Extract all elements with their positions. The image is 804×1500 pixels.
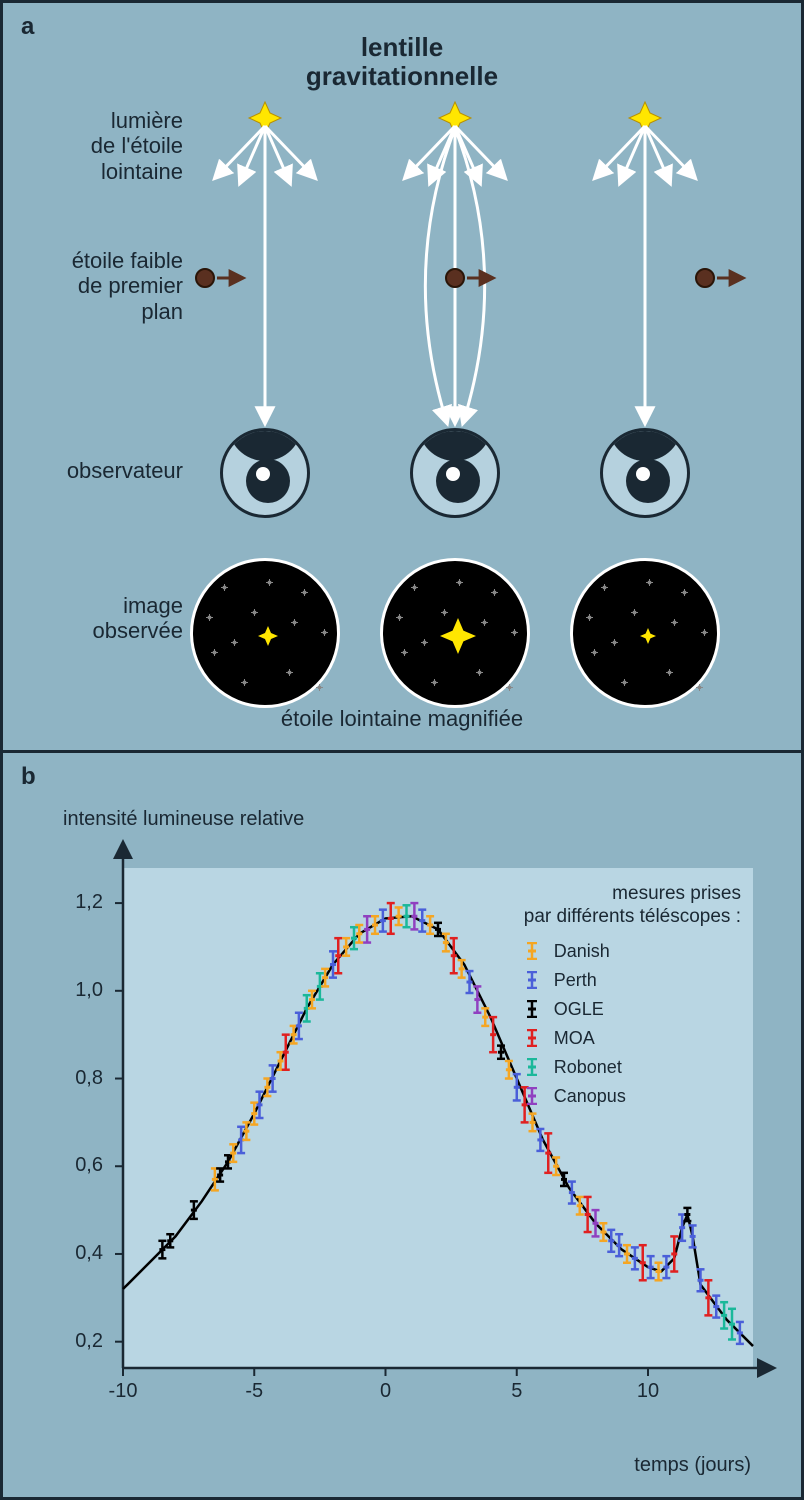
legend-item: Danish	[524, 941, 741, 962]
legend-item: Canopus	[524, 1086, 741, 1107]
legend-item: Perth	[524, 970, 741, 991]
observed-image	[380, 558, 530, 708]
legend-title-l1: mesures prises	[612, 883, 741, 904]
title-line2: gravitationnelle	[306, 61, 498, 91]
xtick-label: 5	[502, 1380, 532, 1403]
xtick-label: 0	[371, 1380, 401, 1403]
ytick-label: 0,8	[75, 1067, 103, 1090]
xtick-label: -10	[108, 1380, 138, 1403]
figure-container: a lentille gravitationnelle lumièrede l'…	[0, 0, 804, 1500]
xtick-label: 10	[633, 1380, 663, 1403]
ytick-label: 0,6	[75, 1154, 103, 1177]
legend-label: MOA	[554, 1028, 595, 1049]
label-light: lumièrede l'étoilelointaine	[3, 108, 183, 184]
xtick-label: -5	[239, 1380, 269, 1403]
observed-image	[570, 558, 720, 708]
legend-item: Robonet	[524, 1057, 741, 1078]
legend-label: Danish	[554, 941, 610, 962]
observer-eye-icon	[600, 428, 690, 518]
observer-eye-icon	[220, 428, 310, 518]
label-observer: observateur	[3, 458, 183, 483]
panel-a-title: lentille gravitationnelle	[3, 33, 801, 90]
label-image: imageobservée	[3, 593, 183, 644]
ytick-label: 0,2	[75, 1330, 103, 1353]
ytick-label: 1,0	[75, 979, 103, 1002]
bottom-caption: étoile lointaine magnifiée	[3, 706, 801, 732]
legend-label: Robonet	[554, 1057, 622, 1078]
legend-label: OGLE	[554, 999, 604, 1020]
ytick-label: 1,2	[75, 891, 103, 914]
label-faint-star: étoile faiblede premierplan	[3, 248, 183, 324]
ytick-label: 0,4	[75, 1242, 103, 1265]
x-axis-title: temps (jours)	[634, 1454, 751, 1477]
legend: mesures prises par différents téléscopes…	[524, 883, 741, 1115]
legend-title-l2: par différents téléscopes :	[524, 906, 741, 927]
legend-label: Perth	[554, 970, 597, 991]
legend-label: Canopus	[554, 1086, 626, 1107]
observed-image	[190, 558, 340, 708]
panel-b: b intensité lumineuse relative 0,20,40,6…	[3, 753, 801, 1497]
observer-eye-icon	[410, 428, 500, 518]
legend-item: MOA	[524, 1028, 741, 1049]
legend-item: OGLE	[524, 999, 741, 1020]
panel-a: a lentille gravitationnelle lumièrede l'…	[3, 3, 801, 753]
legend-title: mesures prises par différents téléscopes…	[524, 883, 741, 929]
title-line1: lentille	[361, 32, 443, 62]
